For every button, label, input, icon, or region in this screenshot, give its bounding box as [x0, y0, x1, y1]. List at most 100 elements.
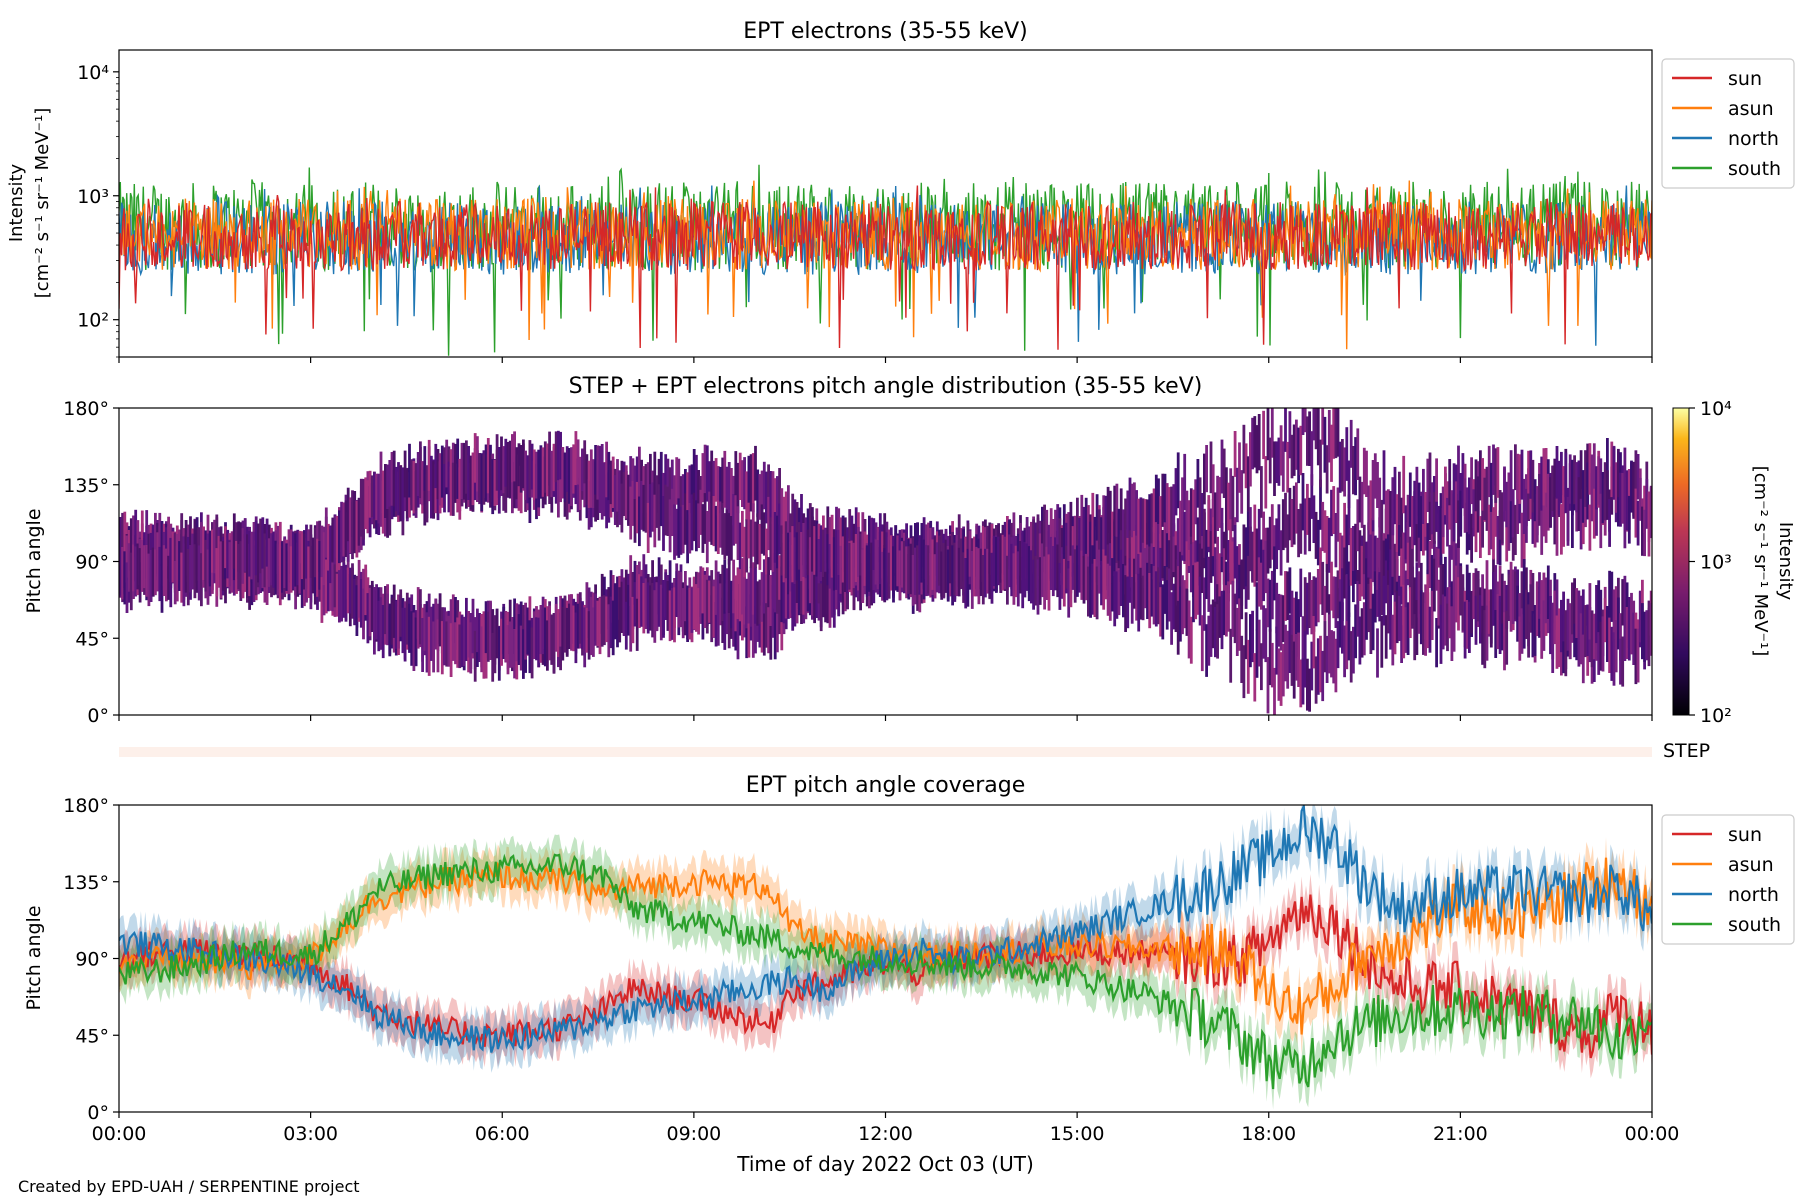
pad-cell — [438, 599, 442, 647]
pad-cell — [1218, 596, 1222, 638]
pad-cell — [826, 534, 830, 586]
pad-cell — [874, 539, 878, 585]
pad-cell — [1516, 585, 1519, 642]
pad-cell — [1001, 534, 1005, 591]
pad-cell — [811, 558, 814, 616]
pad-cell — [1327, 410, 1331, 463]
pad-cell — [605, 596, 608, 643]
pad-cell — [1192, 565, 1195, 623]
pad-cell — [119, 545, 122, 596]
pad-cell — [213, 523, 216, 574]
pad-cell — [1008, 534, 1011, 588]
pad-cell — [1551, 602, 1555, 660]
pad-cell — [751, 503, 755, 557]
pad-cell — [830, 525, 834, 578]
pad-cell — [1286, 571, 1290, 620]
pad-cell — [1391, 477, 1395, 536]
pad-cell — [1481, 574, 1484, 633]
pad-cell — [1500, 573, 1504, 624]
pad-cell — [1378, 574, 1382, 622]
pad-cell — [1323, 585, 1327, 638]
pad-cell — [762, 461, 766, 510]
pad-cell — [1277, 593, 1281, 647]
pad-cell — [1465, 487, 1469, 533]
pad-cell — [892, 546, 895, 603]
pad-cell — [1395, 559, 1399, 607]
pad-cell — [1135, 529, 1138, 583]
pad-cell — [1489, 499, 1493, 550]
pad-cell — [1369, 608, 1373, 654]
pad-cell — [508, 440, 512, 499]
pad-cell — [149, 550, 153, 602]
pad-cell — [546, 620, 549, 671]
pad-cell — [451, 608, 455, 661]
pad-cell — [543, 441, 547, 493]
pad-cell — [1341, 535, 1344, 582]
pad-cell — [460, 615, 464, 668]
pad-cell — [1619, 638, 1622, 685]
pad-cell — [712, 586, 716, 638]
pad-cell — [364, 477, 368, 529]
pad-cell — [1592, 443, 1596, 491]
pad-cell — [1253, 416, 1257, 468]
pad-cell — [1533, 502, 1537, 548]
pad-cell — [773, 478, 777, 533]
pad-cell — [1319, 635, 1322, 693]
pad-cell — [1638, 477, 1642, 521]
pad-cell — [493, 459, 497, 506]
pad-cell — [727, 462, 731, 515]
pad-cell — [583, 440, 587, 484]
pad-cell — [1216, 536, 1219, 585]
pad-cell — [1045, 546, 1049, 600]
pad-cell — [1479, 450, 1482, 501]
pad-cell — [1130, 483, 1134, 538]
pad-cell — [841, 567, 845, 615]
pad-cell — [583, 607, 587, 668]
pad-cell — [515, 603, 519, 662]
pad-cell — [811, 516, 814, 572]
pad-cell — [171, 531, 175, 583]
x-tick-label: 21:00 — [1433, 1123, 1488, 1145]
pad-cell — [705, 511, 709, 564]
pad-cell — [1327, 517, 1331, 573]
pad-cell — [1277, 437, 1281, 486]
pad-cell — [1520, 608, 1524, 654]
pad-cell — [513, 598, 516, 654]
pad-cell — [624, 569, 628, 622]
pad-cell — [342, 502, 346, 557]
pad-cell — [1505, 610, 1509, 665]
pad-cell — [1104, 495, 1108, 540]
pad-cell — [1240, 635, 1244, 683]
pad-cell — [476, 436, 479, 492]
pad-cell — [1073, 549, 1077, 603]
y-tick-label: 10⁴ — [77, 62, 109, 84]
pad-cell — [1520, 512, 1524, 568]
legend-label-asun: asun — [1728, 98, 1774, 120]
pad-cell — [445, 439, 449, 488]
pad-cell — [1352, 526, 1355, 571]
pad-cell — [973, 536, 976, 591]
pad-cell — [870, 542, 873, 593]
pad-cell — [405, 468, 409, 519]
pad-cell — [1617, 448, 1620, 498]
pad-cell — [1347, 494, 1351, 546]
pad-cell — [1268, 628, 1272, 686]
pad-cell — [532, 611, 536, 659]
pad-cell — [147, 553, 151, 607]
pad-cell — [338, 510, 341, 564]
pad-cell — [327, 561, 330, 612]
pad-cell — [1316, 519, 1320, 566]
pad-cell — [1549, 596, 1552, 655]
pad-cell — [493, 627, 497, 674]
pad-cell — [758, 579, 762, 624]
pad-cell — [1496, 594, 1500, 650]
pad-cell — [1415, 508, 1419, 562]
pad-cell — [202, 526, 205, 580]
pad-cell — [158, 512, 162, 562]
pad-cell — [1306, 658, 1309, 711]
pad-cell — [675, 457, 679, 505]
pad-cell — [957, 547, 961, 597]
pad-cell — [749, 454, 753, 512]
pad-cell — [541, 447, 545, 497]
